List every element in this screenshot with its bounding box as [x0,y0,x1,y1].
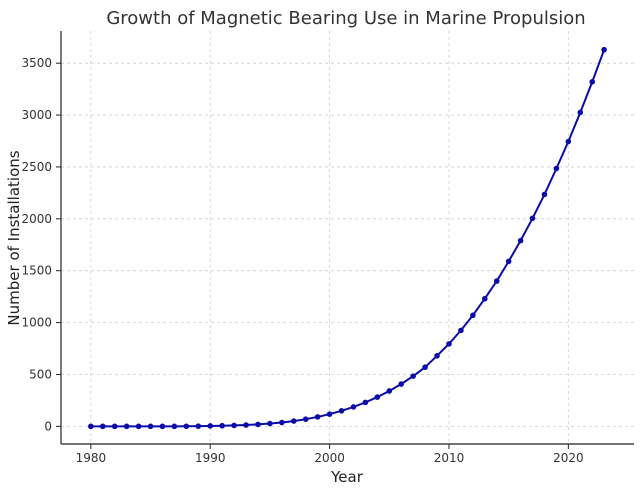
data-point-2011 [458,327,464,334]
y-tick-label-3500: 3500 [21,56,52,70]
data-point-2014 [493,278,500,284]
data-point-1996 [279,419,285,426]
data-point-1988 [183,423,190,430]
series-line-0 [90,49,606,428]
data-point-2018 [541,191,548,198]
data-point-2022 [589,79,596,85]
data-point-1993 [243,422,249,428]
data-point-1982 [111,423,118,430]
y-axis-label: Number of Installations [5,150,23,325]
data-point-2004 [374,394,381,400]
x-axis-label: Year [330,468,364,486]
data-point-2006 [398,381,405,387]
y-tick-label-1000: 1000 [21,316,52,330]
data-point-1987 [171,423,178,430]
data-point-2015 [505,258,512,265]
data-point-2020 [565,138,572,145]
data-point-2000 [326,411,333,417]
data-point-2021 [577,109,584,116]
x-tick-label-1990: 1990 [195,451,226,465]
data-point-1991 [219,422,225,429]
data-point-2007 [410,373,416,379]
data-point-2003 [362,399,369,406]
ticks: 1980 1990 2000 2010 2020 0 500 1000 1500 2000 2500… [21,56,583,465]
y-tick-label-2000: 2000 [21,212,52,226]
data-point-2013 [481,295,488,302]
y-tick-label-2500: 2500 [21,160,52,174]
data-point-2023 [601,46,607,53]
data-point-2005 [386,388,393,394]
data-point-1985 [147,423,154,430]
x-tick-label-2010: 2010 [434,451,465,465]
data-point-2019 [553,165,560,172]
data-point-2002 [350,404,357,410]
chart-title: Growth of Magnetic Bearing Use in Marine… [106,8,585,29]
data-point-1994 [255,421,261,428]
data-point-1995 [267,420,273,427]
axes [60,31,634,445]
data-point-1990 [207,423,214,429]
data-point-1989 [195,423,202,429]
data-point-1980 [88,423,94,430]
data-point-1999 [314,414,321,420]
y-tick-label-1500: 1500 [21,264,52,278]
data-point-2017 [529,215,536,222]
data-point-2010 [446,341,452,347]
x-tick-label-2020: 2020 [553,451,584,465]
y-tick-label-0: 0 [44,419,52,433]
y-tick-label-3000: 3000 [21,108,52,122]
x-tick-label-2000: 2000 [314,451,345,465]
data-point-2012 [470,312,476,319]
data-point-1992 [231,422,237,429]
data-point-2008 [422,364,428,371]
data-point-1981 [99,423,106,430]
data-point-2016 [517,237,524,244]
grid [61,31,634,444]
data-point-1986 [159,423,166,430]
data-point-1997 [290,418,297,424]
data-point-2009 [434,352,440,359]
x-tick-label-1980: 1980 [76,451,107,465]
data-point-1984 [135,423,142,430]
data-point-1983 [123,423,130,430]
y-tick-label-500: 500 [29,367,52,381]
data-point-2001 [338,407,345,414]
data-point-1998 [302,416,309,422]
series [88,46,607,430]
